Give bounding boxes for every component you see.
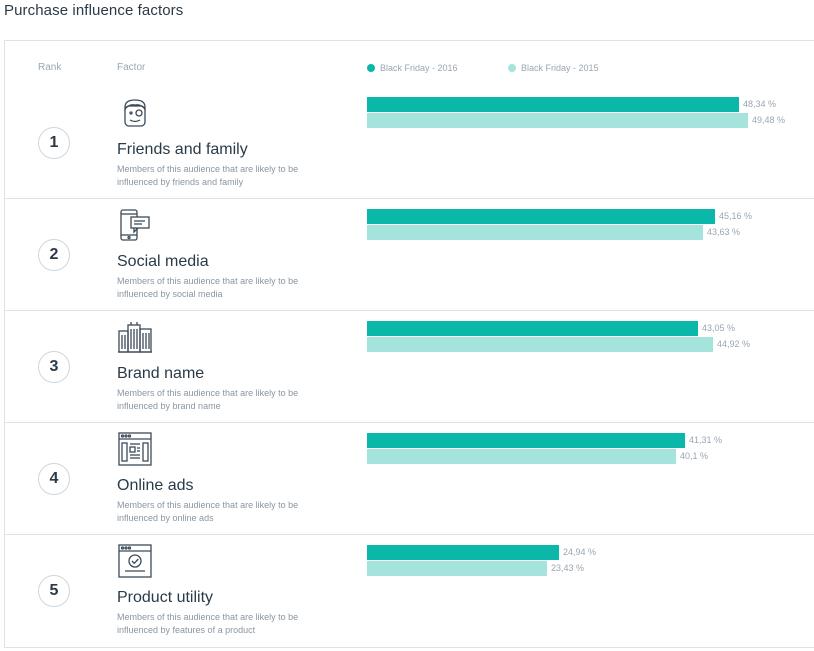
bar-2015 <box>367 225 703 240</box>
factor-name: Social media <box>117 253 209 271</box>
bar-2015 <box>367 337 713 352</box>
rank-badge: 4 <box>38 463 70 495</box>
factor-name: Product utility <box>117 589 213 607</box>
buildings-icon <box>117 319 153 355</box>
bar-2015 <box>367 113 748 128</box>
browser-ads-icon <box>117 431 153 467</box>
legend-item-2015: Black Friday - 2015 <box>508 63 599 73</box>
factor-row: 5 Product utility Members of this audien… <box>5 535 814 647</box>
rank-badge: 5 <box>38 575 70 607</box>
page-title: Purchase influence factors <box>4 2 183 19</box>
browser-check-icon <box>117 543 153 579</box>
bar-2016 <box>367 545 559 560</box>
bar-value-2015: 40,1 % <box>680 451 708 461</box>
bar-value-2015: 49,48 % <box>752 115 785 125</box>
bar-value-2016: 24,94 % <box>563 547 596 557</box>
bar-2016 <box>367 209 715 224</box>
social-media-icon <box>117 207 153 243</box>
rank-badge: 3 <box>38 351 70 383</box>
factors-panel: Rank Factor Black Friday - 2016 Black Fr… <box>4 40 814 648</box>
bar-2015 <box>367 561 547 576</box>
factor-header: Factor <box>117 62 145 73</box>
legend-label-2016: Black Friday - 2016 <box>380 63 458 73</box>
factor-row: 1 Friends and family Members of this aud… <box>5 87 814 199</box>
legend-dot-2016 <box>367 64 375 72</box>
bar-2016 <box>367 433 685 448</box>
legend-label-2015: Black Friday - 2015 <box>521 63 599 73</box>
bar-value-2016: 43,05 % <box>702 323 735 333</box>
factor-description: Members of this audience that are likely… <box>117 611 337 637</box>
bar-value-2015: 23,43 % <box>551 563 584 573</box>
bar-2015 <box>367 449 676 464</box>
legend-item-2016: Black Friday - 2016 <box>367 63 458 73</box>
factor-description: Members of this audience that are likely… <box>117 499 337 525</box>
factor-row: 4 Online ads Members of this audience th… <box>5 423 814 535</box>
factor-description: Members of this audience that are likely… <box>117 163 337 189</box>
bar-value-2015: 43,63 % <box>707 227 740 237</box>
factor-name: Online ads <box>117 477 194 495</box>
factor-name: Friends and family <box>117 141 248 159</box>
bar-value-2016: 45,16 % <box>719 211 752 221</box>
factor-row: 2 Social media Members of this audience … <box>5 199 814 311</box>
rank-badge: 2 <box>38 239 70 271</box>
factor-row: 3 Brand name Members of this audience th… <box>5 311 814 423</box>
bar-value-2015: 44,92 % <box>717 339 750 349</box>
bar-value-2016: 48,34 % <box>743 99 776 109</box>
factor-name: Brand name <box>117 365 204 383</box>
rank-badge: 1 <box>38 127 70 159</box>
factor-description: Members of this audience that are likely… <box>117 387 337 413</box>
legend-dot-2015 <box>508 64 516 72</box>
factor-description: Members of this audience that are likely… <box>117 275 337 301</box>
bar-value-2016: 41,31 % <box>689 435 722 445</box>
bar-2016 <box>367 97 739 112</box>
rank-header: Rank <box>38 62 61 73</box>
bar-2016 <box>367 321 698 336</box>
friends-family-icon <box>117 95 153 131</box>
